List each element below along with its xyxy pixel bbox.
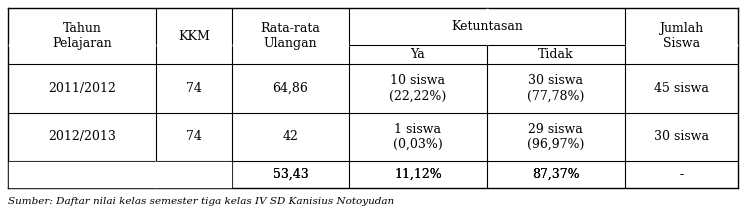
Text: -: - <box>680 168 683 181</box>
Text: 11,12%: 11,12% <box>394 168 442 181</box>
Text: 2011/2012: 2011/2012 <box>48 82 116 95</box>
Text: 74: 74 <box>186 130 202 143</box>
Text: 87,37%: 87,37% <box>532 168 580 181</box>
Text: 74: 74 <box>186 82 202 95</box>
Text: KKM: KKM <box>178 29 210 43</box>
Text: 10 siswa
(22,22%): 10 siswa (22,22%) <box>389 74 447 102</box>
Text: 30 siswa: 30 siswa <box>654 130 709 143</box>
Text: Ketuntasan: Ketuntasan <box>451 20 523 33</box>
Text: Rata-rata: Rata-rata <box>52 168 112 181</box>
Text: Tahun
Pelajaran: Tahun Pelajaran <box>52 22 112 50</box>
Text: 64,86: 64,86 <box>272 82 308 95</box>
Text: 11,12%: 11,12% <box>394 168 442 181</box>
Text: Rata-rata
Ulangan: Rata-rata Ulangan <box>260 22 321 50</box>
Text: 42: 42 <box>283 130 298 143</box>
Text: 45 siswa: 45 siswa <box>654 82 709 95</box>
Text: 30 siswa
(77,78%): 30 siswa (77,78%) <box>527 74 585 102</box>
Text: 53,43: 53,43 <box>272 168 308 181</box>
Text: 1 siswa
(0,03%): 1 siswa (0,03%) <box>393 123 443 151</box>
Text: 87,37%: 87,37% <box>532 168 580 181</box>
Text: Tidak: Tidak <box>538 48 574 61</box>
Text: Sumber: Daftar nilai kelas semester tiga kelas IV SD Kanisius Notoyudan: Sumber: Daftar nilai kelas semester tiga… <box>8 197 394 205</box>
Text: Jumlah
Siswa: Jumlah Siswa <box>659 22 703 50</box>
Text: 53,43: 53,43 <box>272 168 308 181</box>
Text: 29 siswa
(96,97%): 29 siswa (96,97%) <box>527 123 585 151</box>
Text: Ya: Ya <box>410 48 425 61</box>
Text: 2012/2013: 2012/2013 <box>48 130 116 143</box>
Text: -: - <box>680 168 683 181</box>
Text: Rata-rata: Rata-rata <box>90 168 150 181</box>
